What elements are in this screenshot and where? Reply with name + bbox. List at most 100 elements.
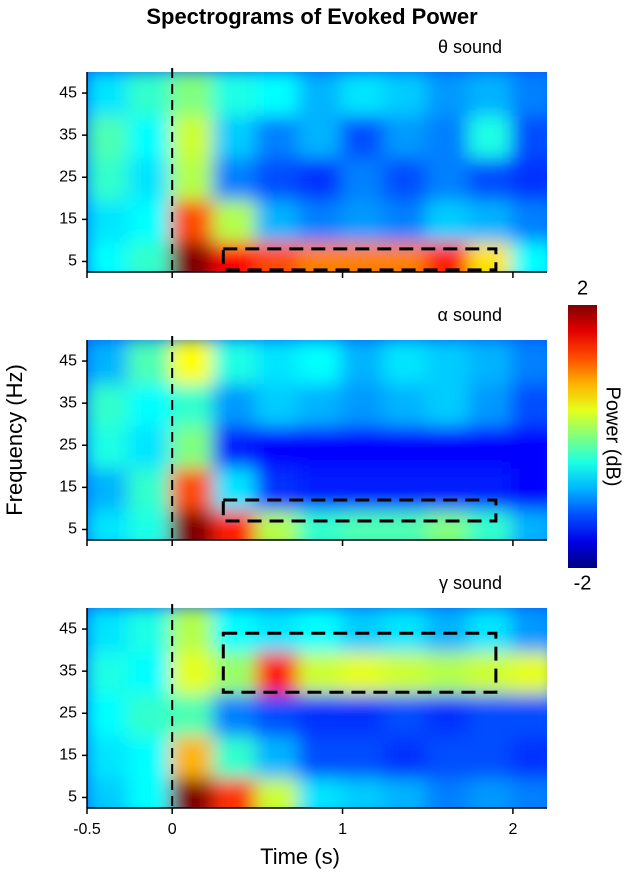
heatmap-cell bbox=[170, 154, 217, 201]
heatmap-cell bbox=[340, 72, 388, 117]
heatmap-cell bbox=[255, 690, 302, 737]
heatmap-cell bbox=[340, 464, 388, 511]
heatmap-cell bbox=[87, 196, 132, 243]
heatmap-cell bbox=[383, 506, 430, 540]
heatmap-cell bbox=[87, 154, 132, 201]
heatmap-cell bbox=[425, 154, 473, 201]
y-tick-label: 25 bbox=[59, 436, 77, 453]
heatmap bbox=[87, 340, 547, 540]
heatmap-cell bbox=[87, 112, 132, 159]
y-tick-label: 35 bbox=[59, 394, 77, 411]
y-tick-label: 15 bbox=[59, 211, 77, 228]
heatmap-cell bbox=[127, 732, 175, 779]
heatmap-cell bbox=[127, 72, 175, 117]
heatmap-cell bbox=[510, 608, 547, 653]
x-axis-label: Time (s) bbox=[260, 844, 340, 869]
heatmap-cell bbox=[468, 380, 515, 427]
heatmap-cell bbox=[255, 648, 302, 695]
heatmap-cell bbox=[468, 422, 515, 469]
heatmap-cell bbox=[383, 238, 430, 272]
heatmap-cell bbox=[297, 340, 345, 385]
heatmap-cell bbox=[87, 238, 132, 272]
plot-area bbox=[87, 608, 547, 808]
heatmap-cell bbox=[127, 380, 175, 427]
heatmap-cell bbox=[127, 690, 175, 737]
heatmap-cell bbox=[383, 112, 430, 159]
heatmap-cell bbox=[170, 196, 217, 243]
heatmap-cell bbox=[212, 464, 260, 511]
heatmap-cell bbox=[510, 464, 547, 511]
heatmap-cell bbox=[383, 422, 430, 469]
heatmap-cell bbox=[297, 506, 345, 540]
heatmap-cell bbox=[87, 690, 132, 737]
heatmap-cell bbox=[340, 238, 388, 272]
heatmap-cell bbox=[297, 238, 345, 272]
heatmap-cell bbox=[127, 340, 175, 385]
heatmap-cell bbox=[468, 72, 515, 117]
heatmap-cell bbox=[510, 506, 547, 540]
y-tick-label: 5 bbox=[68, 521, 77, 538]
heatmap-cell bbox=[297, 774, 345, 808]
heatmap-cell bbox=[510, 238, 547, 272]
heatmap-cell bbox=[212, 238, 260, 272]
heatmap-cell bbox=[425, 608, 473, 653]
colorbar-tick-label: -2 bbox=[574, 572, 592, 594]
heatmap-cell bbox=[510, 732, 547, 779]
heatmap bbox=[87, 608, 547, 808]
heatmap-cell bbox=[297, 422, 345, 469]
heatmap-cell bbox=[255, 380, 302, 427]
heatmap-cell bbox=[340, 774, 388, 808]
heatmap-cell bbox=[468, 112, 515, 159]
x-tick-label: 1 bbox=[338, 821, 347, 838]
y-tick-label: 25 bbox=[59, 168, 77, 185]
y-tick-label: 45 bbox=[59, 84, 77, 101]
roi-box bbox=[221, 498, 498, 523]
heatmap-cell bbox=[510, 112, 547, 159]
heatmap-cell bbox=[170, 608, 217, 653]
heatmap-cell bbox=[383, 690, 430, 737]
heatmap-cell bbox=[425, 690, 473, 737]
heatmap-cell bbox=[127, 154, 175, 201]
heatmap-cell bbox=[340, 648, 388, 695]
heatmap-cell bbox=[87, 774, 132, 808]
y-tick-label: 15 bbox=[59, 747, 77, 764]
heatmap-cell bbox=[340, 690, 388, 737]
heatmap-cell bbox=[383, 608, 430, 653]
heatmap-cell bbox=[425, 732, 473, 779]
heatmap-cell bbox=[255, 732, 302, 779]
heatmap-cell bbox=[425, 506, 473, 540]
heatmap-cell bbox=[297, 732, 345, 779]
heatmap-cell bbox=[425, 774, 473, 808]
heatmap-cell bbox=[510, 154, 547, 201]
heatmap-cell bbox=[425, 72, 473, 117]
heatmap-cell bbox=[297, 690, 345, 737]
heatmap-cell bbox=[510, 196, 547, 243]
heatmap-cell bbox=[510, 690, 547, 737]
heatmap-cell bbox=[297, 154, 345, 201]
heatmap-cell bbox=[468, 506, 515, 540]
heatmap-cell bbox=[87, 422, 132, 469]
heatmap-cell bbox=[170, 732, 217, 779]
heatmap-cell bbox=[87, 380, 132, 427]
heatmap-cell bbox=[127, 648, 175, 695]
heatmap-cell bbox=[127, 464, 175, 511]
heatmap-cell bbox=[468, 732, 515, 779]
heatmap-cell bbox=[255, 774, 302, 808]
panel-label: θ sound bbox=[438, 37, 502, 57]
heatmap-cell bbox=[383, 464, 430, 511]
x-tick-label: -0.5 bbox=[73, 821, 101, 838]
heatmap-cell bbox=[297, 608, 345, 653]
heatmap-cell bbox=[468, 464, 515, 511]
heatmap-cell bbox=[212, 506, 260, 540]
heatmap-cell bbox=[510, 774, 547, 808]
heatmap-cell bbox=[468, 196, 515, 243]
heatmap-cell bbox=[468, 238, 515, 272]
heatmap-cell bbox=[170, 380, 217, 427]
heatmap-cell bbox=[383, 380, 430, 427]
heatmap-cell bbox=[510, 422, 547, 469]
heatmap-cell bbox=[87, 732, 132, 779]
y-tick-label: 45 bbox=[59, 620, 77, 637]
heatmap-cell bbox=[170, 690, 217, 737]
heatmap-cell bbox=[255, 72, 302, 117]
